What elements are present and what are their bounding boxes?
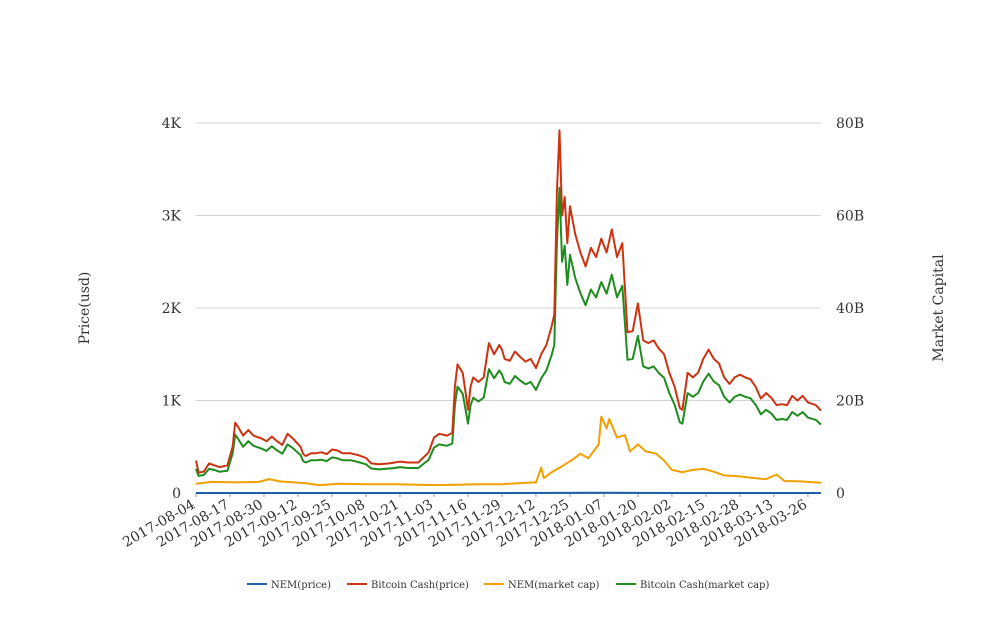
legend: NEM(price) Bitcoin Cash(price) NEM(market … [247,580,769,591]
right-tick-label: 60B [836,209,864,225]
left-axis-ticks: 0 1K 2K 3K 4K [162,116,182,502]
right-tick-label: 80B [836,116,864,132]
left-tick-label: 2K [162,301,182,317]
left-axis-title: Price(usd) [77,272,93,345]
legend-label: Bitcoin Cash(price) [371,580,469,591]
legend-label: NEM(price) [271,580,331,591]
left-tick-label: 4K [162,116,182,132]
series-line-bitcoin-cash-market-cap [196,188,821,476]
x-axis-ticks: 2017-08-042017-08-172017-08-302017-09-12… [120,493,810,551]
left-tick-label: 1K [162,394,182,410]
legend-label: Bitcoin Cash(market cap) [640,580,769,591]
right-tick-label: 20B [836,394,864,410]
right-tick-label: 0 [836,486,845,502]
right-axis-title: Market Capital [931,254,947,362]
gridlines [196,123,821,401]
right-tick-label: 40B [836,301,864,317]
legend-label: NEM(market cap) [508,580,600,591]
series-lines [196,130,821,493]
left-tick-label: 3K [162,209,182,225]
series-line-nem-market-cap [196,417,821,485]
series-line-bitcoin-cash-price [196,130,821,472]
left-tick-label: 0 [172,486,181,502]
right-axis-ticks: 0 20B 40B 60B 80B [836,116,864,502]
